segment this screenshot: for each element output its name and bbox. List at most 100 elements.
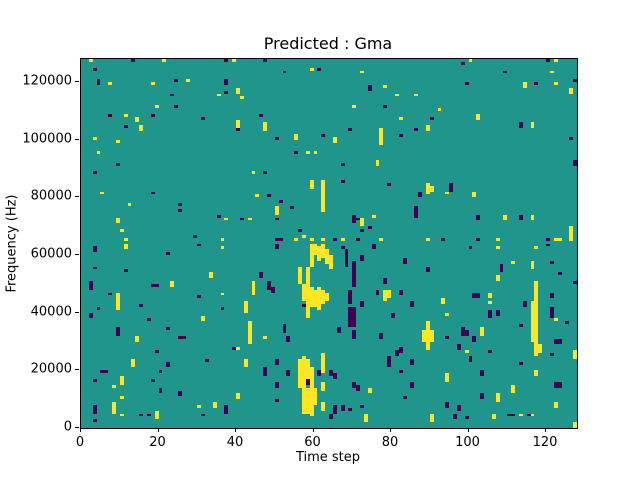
heatmap-cell-low [329, 413, 333, 420]
heatmap-cell-high [115, 139, 120, 143]
x-tick-label: 60 [304, 435, 321, 450]
heatmap-cell-low [499, 263, 504, 273]
heatmap-cell-high [243, 358, 248, 368]
heatmap-cell-high [247, 321, 252, 345]
x-tick-label: 120 [532, 435, 558, 450]
heatmap-cell-low [460, 327, 465, 336]
heatmap-cell-high [553, 402, 558, 408]
heatmap-cell-high [236, 87, 240, 94]
heatmap-cell-high [530, 122, 535, 129]
heatmap-cell-low [383, 278, 388, 284]
heatmap-cell-low [139, 304, 143, 307]
heatmap-cell-high [127, 203, 132, 207]
x-tick-label: 0 [75, 435, 85, 450]
heatmap-cell-low [534, 82, 539, 85]
heatmap-cell-high [495, 393, 500, 403]
heatmap-cell-high [445, 191, 450, 195]
heatmap-cell-high [414, 93, 419, 97]
heatmap-cell-low [476, 214, 481, 221]
heatmap-cell-high [309, 367, 314, 417]
heatmap-cell-high [487, 301, 492, 305]
heatmap-cell-low [150, 378, 155, 382]
y-axis-label: Frequency (Hz) [4, 194, 20, 293]
heatmap-cell-high [170, 280, 174, 287]
heatmap-cell-high [553, 237, 558, 241]
heatmap-cell-low [549, 260, 554, 264]
y-tick-label: 0 [63, 419, 72, 435]
heatmap-cell-high [247, 217, 252, 221]
heatmap-cell-low [115, 162, 120, 166]
heatmap-cell-low [146, 413, 151, 417]
heatmap-cell-low [453, 413, 457, 420]
heatmap-cell-high [425, 182, 430, 195]
heatmap-cell-low [414, 206, 419, 218]
heatmap-cell-low [507, 413, 512, 417]
heatmap-cell-high [236, 119, 240, 129]
heatmap-cell-low [201, 116, 205, 120]
heatmap-cell-high [538, 344, 543, 354]
heatmap-cell-low [220, 306, 225, 310]
heatmap-cell-high [317, 286, 322, 310]
heatmap-cell-high [325, 249, 329, 264]
heatmap-cell-high [112, 384, 116, 388]
x-tick-label: 20 [149, 435, 166, 450]
heatmap-cell-low [274, 381, 279, 388]
heatmap-cell-high [340, 237, 345, 241]
heatmap-cell-high [321, 381, 326, 391]
heatmap-cell-high [468, 59, 473, 62]
heatmap-cell-high [305, 151, 310, 155]
heatmap-cell-high [429, 413, 434, 423]
heatmap-cell-low [445, 335, 450, 339]
heatmap-cell-low [383, 105, 388, 108]
heatmap-cell-low [414, 128, 419, 132]
heatmap-cell-low [205, 358, 209, 362]
heatmap-cell-low [216, 214, 221, 218]
heatmap-cell-low [232, 347, 236, 351]
heatmap-cell-low [270, 286, 275, 293]
heatmap-cell-low [360, 255, 364, 261]
heatmap-cell-high [487, 292, 492, 299]
x-tick-mark [312, 428, 314, 432]
heatmap-cell-low [348, 306, 353, 328]
heatmap-cell-low [174, 79, 178, 83]
heatmap-cell-high [274, 206, 279, 215]
heatmap-cell-high [100, 191, 105, 195]
heatmap-cell-high [325, 292, 329, 302]
heatmap-cell-low [282, 324, 287, 333]
heatmap-cell-low [402, 396, 407, 400]
heatmap-cell-high [387, 289, 391, 299]
heatmap-cell-high [236, 393, 240, 400]
heatmap-plot-area [80, 58, 578, 429]
y-tick-label: 120000 [22, 73, 72, 89]
heatmap-cell-low [290, 206, 295, 209]
heatmap-cell-high [534, 280, 539, 356]
heatmap-cell-low [274, 136, 279, 140]
heatmap-cell-high [549, 70, 554, 74]
heatmap-cell-low [88, 280, 93, 290]
heatmap-cell-high [309, 67, 314, 71]
heatmap-cell-low [139, 413, 143, 417]
y-tick-mark [75, 311, 79, 313]
heatmap-cell-high [305, 358, 310, 379]
heatmap-cell-low [518, 122, 523, 129]
heatmap-cell-high [491, 413, 496, 420]
heatmap-cell-low [158, 387, 163, 394]
heatmap-cell-high [441, 298, 446, 305]
chart-title: Predicted : Gma [263, 34, 393, 53]
heatmap-cell-low [371, 243, 376, 250]
heatmap-cell-low [340, 180, 345, 183]
heatmap-cell-low [123, 269, 128, 273]
heatmap-cell-low [398, 370, 403, 374]
heatmap-cell-high [96, 151, 101, 155]
heatmap-cell-high [154, 410, 159, 420]
heatmap-cell-low [546, 59, 550, 62]
heatmap-cell-low [573, 280, 577, 284]
y-tick-mark [75, 196, 79, 198]
heatmap-cell-low [402, 257, 407, 264]
x-tick-mark [80, 428, 81, 432]
y-tick-label: 80000 [30, 188, 72, 204]
heatmap-cell-low [274, 358, 279, 365]
heatmap-cell-low [352, 329, 357, 339]
heatmap-cell-low [468, 355, 473, 362]
heatmap-cell-low [224, 404, 229, 414]
